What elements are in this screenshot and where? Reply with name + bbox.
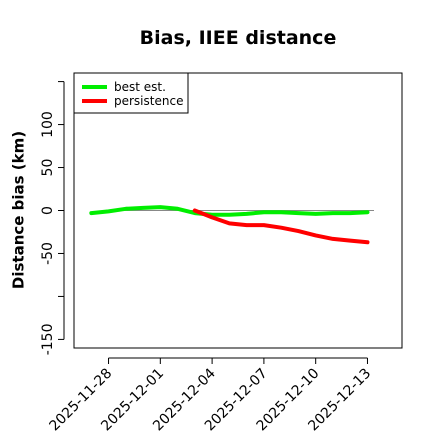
- legend: best est.persistence: [73, 72, 189, 114]
- legend-box: [73, 72, 189, 114]
- series-line-best-est: [89, 205, 370, 217]
- y-tick-label: -50: [40, 242, 56, 265]
- x-axis: 2025-11-282025-12-012025-12-042025-12-07…: [47, 357, 374, 434]
- y-tick-label: 100: [40, 111, 56, 138]
- y-tick-label: 50: [40, 159, 56, 177]
- series-lines: [89, 205, 370, 245]
- plot-frame: [73, 72, 403, 349]
- legend-label: best est.: [114, 80, 166, 94]
- series-line-persistence: [192, 208, 370, 245]
- y-axis: -150 -50 0 50 100: [40, 81, 65, 356]
- y-axis-label: Distance bias (km): [10, 131, 28, 289]
- legend-label: persistence: [114, 94, 183, 108]
- chart-title: Bias, IIEE distance: [140, 27, 337, 49]
- y-tick-label: 0: [40, 206, 56, 215]
- y-tick-label: -150: [40, 324, 56, 356]
